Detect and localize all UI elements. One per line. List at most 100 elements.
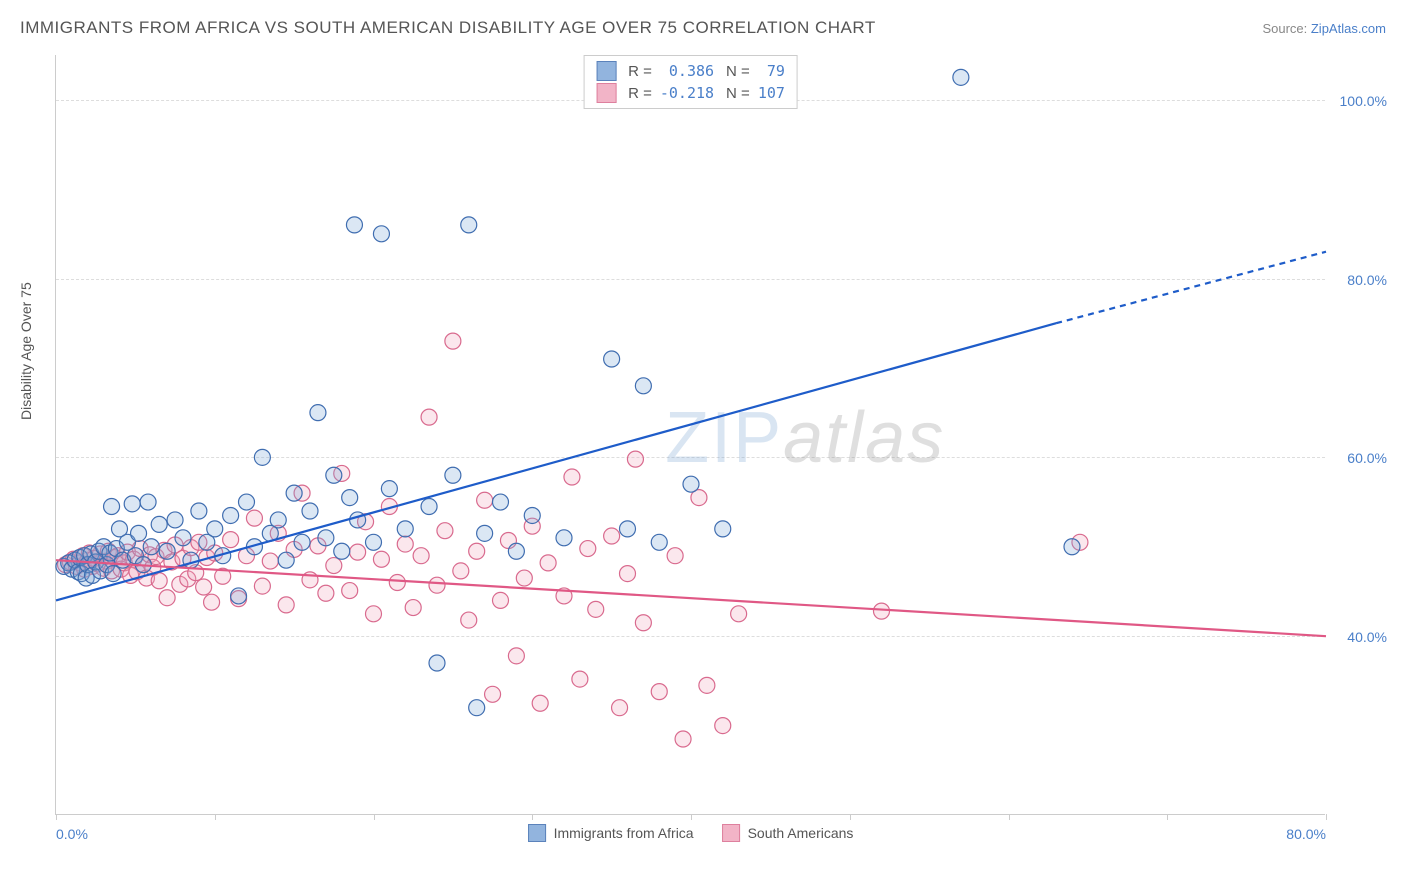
legend-row-africa: R = 0.386 N = 79 [596,60,785,82]
scatter-point-africa [445,467,461,483]
scatter-point-south_americans [532,695,548,711]
scatter-point-africa [334,543,350,559]
r-value-sa: -0.218 [660,84,714,102]
scatter-point-south_americans [699,677,715,693]
scatter-point-south_americans [620,566,636,582]
scatter-point-south_americans [254,578,270,594]
scatter-point-africa [421,499,437,515]
scatter-point-africa [715,521,731,537]
scatter-point-south_americans [350,544,366,560]
scatter-point-south_americans [572,671,588,687]
scatter-point-africa [461,217,477,233]
scatter-point-south_americans [667,548,683,564]
scatter-point-south_americans [516,570,532,586]
scatter-point-africa [1064,539,1080,555]
scatter-point-south_americans [874,603,890,619]
scatter-point-south_americans [246,510,262,526]
series-legend: Immigrants from Africa South Americans [528,824,854,842]
scatter-point-south_americans [604,528,620,544]
x-tick [1326,814,1327,820]
scatter-point-south_americans [326,558,342,574]
scatter-point-africa [318,530,334,546]
scatter-point-africa [508,543,524,559]
trend-line-africa [56,323,1056,600]
scatter-point-south_americans [405,600,421,616]
scatter-point-africa [124,496,140,512]
scatter-point-africa [105,566,121,582]
scatter-point-south_americans [278,597,294,613]
scatter-point-africa [493,494,509,510]
scatter-svg [56,55,1325,814]
scatter-point-south_americans [413,548,429,564]
scatter-point-africa [191,503,207,519]
legend-label-africa: Immigrants from Africa [554,825,694,841]
scatter-point-south_americans [204,594,220,610]
scatter-point-south_americans [223,532,239,548]
scatter-point-south_americans [493,592,509,608]
scatter-point-south_americans [445,333,461,349]
scatter-point-africa [651,534,667,550]
scatter-point-africa [953,69,969,85]
scatter-point-south_americans [373,551,389,567]
chart-plot-area: 40.0%60.0%80.0%100.0% 0.0%80.0% ZIPatlas… [55,55,1325,815]
scatter-point-south_americans [429,577,445,593]
scatter-point-south_americans [675,731,691,747]
scatter-point-south_americans [508,648,524,664]
scatter-point-south_americans [588,601,604,617]
scatter-point-africa [326,467,342,483]
legend-item-africa: Immigrants from Africa [528,824,694,842]
legend-row-sa: R = -0.218 N = 107 [596,82,785,104]
scatter-point-africa [556,530,572,546]
scatter-point-africa [381,481,397,497]
scatter-point-south_americans [342,583,358,599]
scatter-point-africa [635,378,651,394]
x-tick [532,814,533,820]
correlation-legend: R = 0.386 N = 79 R = -0.218 N = 107 [583,55,798,109]
n-value-africa: 79 [758,62,785,80]
scatter-point-africa [366,534,382,550]
scatter-point-south_americans [461,612,477,628]
scatter-point-africa [167,512,183,528]
source-link[interactable]: ZipAtlas.com [1311,21,1386,36]
scatter-point-africa [469,700,485,716]
scatter-point-africa [477,525,493,541]
scatter-point-africa [151,516,167,532]
scatter-point-africa [104,499,120,515]
scatter-point-africa [254,449,270,465]
scatter-point-south_americans [453,563,469,579]
trend-line-extrap-africa [1056,252,1326,324]
scatter-point-africa [342,490,358,506]
scatter-point-south_americans [564,469,580,485]
scatter-point-south_americans [421,409,437,425]
scatter-point-south_americans [627,451,643,467]
scatter-point-south_americans [437,523,453,539]
scatter-point-africa [310,405,326,421]
scatter-point-africa [159,543,175,559]
scatter-point-south_americans [397,536,413,552]
scatter-point-africa [286,485,302,501]
x-tick-label: 0.0% [56,826,88,842]
scatter-point-south_americans [485,686,501,702]
source-attribution: Source: ZipAtlas.com [1262,21,1386,36]
scatter-point-south_americans [366,606,382,622]
scatter-point-africa [294,534,310,550]
scatter-point-africa [429,655,445,671]
scatter-point-africa [140,494,156,510]
scatter-point-south_americans [635,615,651,631]
y-tick-label: 40.0% [1347,629,1387,645]
scatter-point-south_americans [469,543,485,559]
scatter-point-south_americans [731,606,747,622]
chart-title: IMMIGRANTS FROM AFRICA VS SOUTH AMERICAN… [20,18,876,38]
y-axis-label: Disability Age Over 75 [18,282,34,420]
legend-swatch-africa [596,61,616,81]
scatter-point-africa [175,530,191,546]
scatter-point-africa [207,521,223,537]
scatter-point-africa [346,217,362,233]
legend-swatch-sa [596,83,616,103]
scatter-point-africa [604,351,620,367]
scatter-point-africa [223,507,239,523]
scatter-point-africa [373,226,389,242]
y-tick-label: 60.0% [1347,450,1387,466]
scatter-point-south_americans [196,579,212,595]
scatter-point-south_americans [159,590,175,606]
